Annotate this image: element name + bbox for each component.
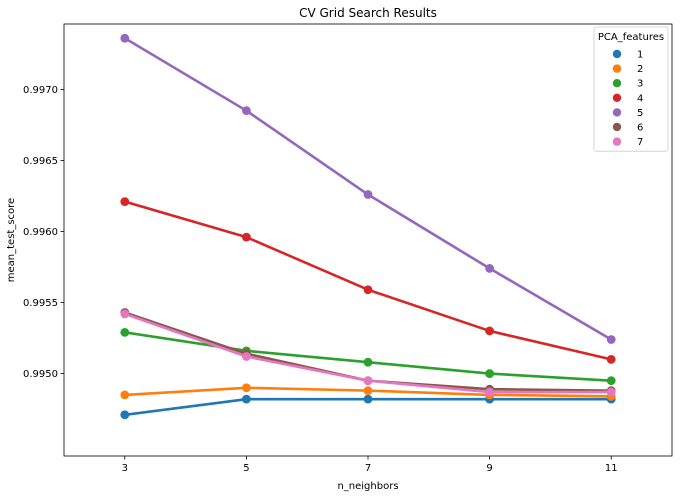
legend-item: 3 <box>612 79 643 90</box>
legend-box <box>593 26 669 152</box>
x-tick-label: 11 <box>605 463 618 474</box>
data-point <box>485 369 494 378</box>
data-point <box>120 327 130 337</box>
axes: CV Grid Search Results n_neighbors mean_… <box>6 6 673 492</box>
legend-marker <box>612 108 622 117</box>
data-point <box>242 394 251 404</box>
legend-label: 7 <box>637 137 643 148</box>
legend-item: 7 <box>612 137 643 148</box>
y-tick-label: 0.9970 <box>23 85 58 96</box>
data-point <box>363 357 373 367</box>
y-tick-label: 0.9955 <box>23 298 58 309</box>
legend-item: 5 <box>612 108 643 119</box>
data-point <box>485 326 494 336</box>
data-point <box>242 383 251 393</box>
data-point <box>120 309 130 319</box>
x-tick-label: 5 <box>243 463 249 474</box>
data-point <box>606 354 616 364</box>
data-point <box>363 376 373 386</box>
legend-marker <box>612 79 622 88</box>
series-line <box>123 36 613 341</box>
y-tick-label: 0.9950 <box>23 369 58 380</box>
series-line <box>123 200 613 361</box>
legend-item: 2 <box>612 64 643 75</box>
legend-item: 1 <box>612 49 643 61</box>
data-point <box>242 352 251 361</box>
data-point <box>485 387 494 397</box>
legend-label: 2 <box>637 64 643 75</box>
series-1 <box>120 394 616 420</box>
legend-marker <box>612 64 622 73</box>
legend-label: 5 <box>637 108 643 119</box>
series-5 <box>120 33 616 344</box>
legend-marker <box>612 137 622 146</box>
data-point <box>242 232 251 242</box>
data-point <box>120 33 130 43</box>
chart-title: CV Grid Search Results <box>299 6 437 20</box>
data-point <box>120 197 130 207</box>
x-axis-ticks: 3 5 7 9 11 <box>122 456 618 474</box>
legend-label: 3 <box>637 79 643 90</box>
legend-marker <box>612 93 622 103</box>
series-4 <box>120 197 616 364</box>
legend-label: 6 <box>637 123 643 134</box>
legend-marker <box>612 122 622 132</box>
data-point <box>363 190 373 199</box>
series-7 <box>120 309 616 397</box>
legend-item: 6 <box>612 122 643 134</box>
data-point <box>120 410 130 420</box>
data-point <box>606 335 616 344</box>
data-point <box>606 387 616 397</box>
x-tick-label: 9 <box>486 463 492 474</box>
data-point <box>363 285 373 295</box>
data-point <box>363 386 373 396</box>
x-tick-label: 3 <box>122 463 128 474</box>
legend-label: 4 <box>637 93 643 104</box>
legend-marker <box>612 49 622 59</box>
legend-item: 4 <box>612 93 643 104</box>
legend: PCA_features 1 2 3 4 5 6 7 <box>593 26 669 152</box>
y-tick-label: 0.9960 <box>23 227 58 238</box>
data-point <box>120 390 130 400</box>
x-axis-label: n_neighbors <box>337 481 398 492</box>
y-axis-ticks: 0.9950 0.9955 0.9960 0.9965 0.9970 <box>23 85 64 380</box>
x-tick-label: 7 <box>365 463 371 474</box>
legend-items: 1 2 3 4 5 6 7 <box>612 49 643 148</box>
y-axis-label: mean_test_score <box>6 198 17 282</box>
legend-label: 1 <box>637 50 643 61</box>
data-series <box>120 33 616 420</box>
data-point <box>363 394 373 404</box>
data-point <box>242 106 251 116</box>
data-point <box>606 376 616 386</box>
data-point <box>485 264 494 273</box>
legend-title: PCA_features <box>598 32 664 43</box>
y-tick-label: 0.9965 <box>23 156 58 167</box>
